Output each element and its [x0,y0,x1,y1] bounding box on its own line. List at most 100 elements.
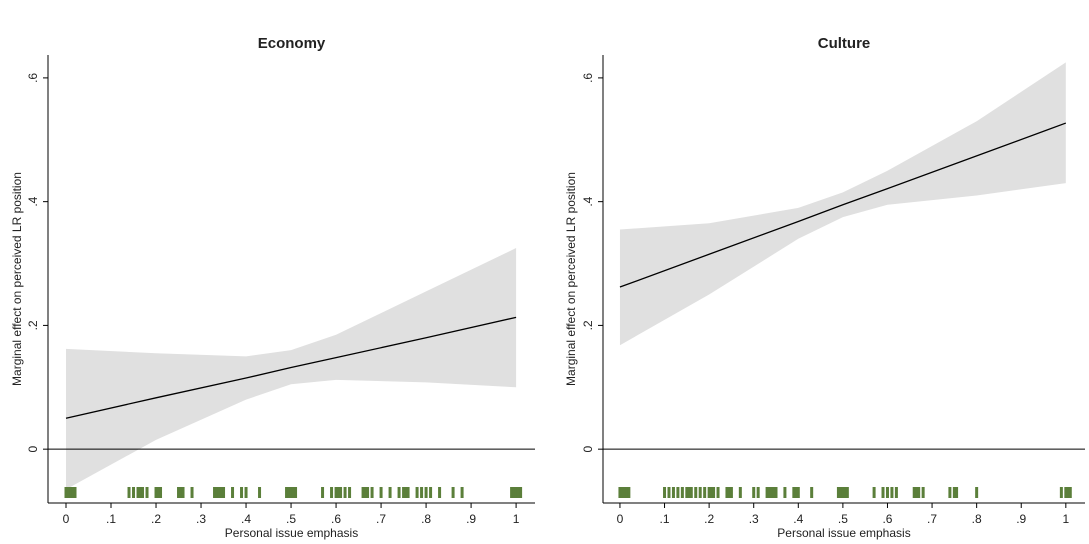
x-tick-label: .2 [151,512,161,526]
rug-mark [774,487,778,498]
x-tick-label: .3 [196,512,206,526]
line [619,122,1067,288]
rug-mark [66,487,70,498]
rug-mark [512,487,516,498]
x-tick-label: .4 [241,512,251,526]
x-tick-label: .8 [421,512,431,526]
rug-mark [676,487,680,498]
rug-mark [841,487,845,498]
rug-mark [716,487,720,498]
chart-title: Culture [818,35,871,52]
rug-mark [794,487,798,498]
rug-mark [752,487,756,498]
rug-mark [952,487,956,498]
x-tick-label: .4 [793,512,803,526]
y-tick-label: 0 [581,446,595,453]
rug-mark [64,487,68,498]
rug-mark [73,487,77,498]
rug-mark [667,487,671,498]
rug-mark [845,487,849,498]
rug-mark [975,487,979,498]
rug-mark [244,487,248,498]
rug-mark [379,487,383,498]
rug-mark [348,487,352,498]
rug-mark [727,487,731,498]
rug-mark [625,487,629,498]
rug-mark [698,487,702,498]
rug-mark [222,487,226,498]
rug-mark [213,487,217,498]
rug-mark [881,487,885,498]
x-tick-label: 0 [617,512,624,526]
rug-mark [438,487,442,498]
rug-mark [1064,487,1068,498]
rug-mark [219,487,223,498]
rug-mark [772,487,776,498]
rug-mark [415,487,419,498]
rug-mark [770,487,774,498]
x-tick-label: .9 [1016,512,1026,526]
rug-mark [948,487,952,498]
x-tick-label: 1 [513,512,520,526]
rug-mark [843,487,847,498]
x-axis-label: Personal issue emphasis [225,526,358,540]
rug-mark [709,487,713,498]
rug-mark [406,487,410,498]
rug-mark [402,487,406,498]
rug-mark [712,487,716,498]
rug-mark [343,487,347,498]
chart-title: Economy [258,35,326,52]
rug-mark [388,487,392,498]
rug-mark [514,487,518,498]
rug-mark [725,487,729,498]
x-tick-label: .1 [106,512,116,526]
rug-mark [285,487,289,498]
y-tick-label: 0 [26,446,40,453]
rug-mark [738,487,742,498]
confidence-band [619,62,1066,346]
x-axis-label: Personal issue emphasis [777,526,910,540]
x-tick-label: .7 [927,512,937,526]
rug-mark [694,487,698,498]
rug-mark [330,487,334,498]
rug-mark [955,487,959,498]
rug-mark [136,487,140,498]
y-tick-label: .6 [581,73,595,83]
rug-mark [912,487,916,498]
rug-mark [810,487,814,498]
rug-mark [289,487,293,498]
rug-mark [159,487,163,498]
rug-mark [707,487,711,498]
x-tick-label: .1 [660,512,670,526]
rug-mark [627,487,631,498]
rug-mark [796,487,800,498]
rug-mark [765,487,769,498]
x-tick-label: .5 [838,512,848,526]
rug-mark [729,487,733,498]
rug-mark [620,487,624,498]
rug-mark [141,487,145,498]
x-tick-label: .5 [286,512,296,526]
rug-mark [361,487,365,498]
x-tick-label: .6 [331,512,341,526]
rug-mark [69,487,73,498]
x-tick-label: .8 [972,512,982,526]
rug-mark [339,487,343,498]
rug-mark [258,487,262,498]
rug-mark [756,487,760,498]
rug-mark [240,487,244,498]
rug-mark [885,487,889,498]
rug-mark [429,487,433,498]
rug-mark [294,487,298,498]
rug-mark [663,487,667,498]
rug-mark [839,487,843,498]
rug-mark [519,487,523,498]
rug-mark [671,487,675,498]
rug-mark [451,487,455,498]
rug-mark [397,487,401,498]
line [65,316,517,419]
rug-mark [622,487,626,498]
rug-mark [1066,487,1070,498]
rug-mark [217,487,221,498]
